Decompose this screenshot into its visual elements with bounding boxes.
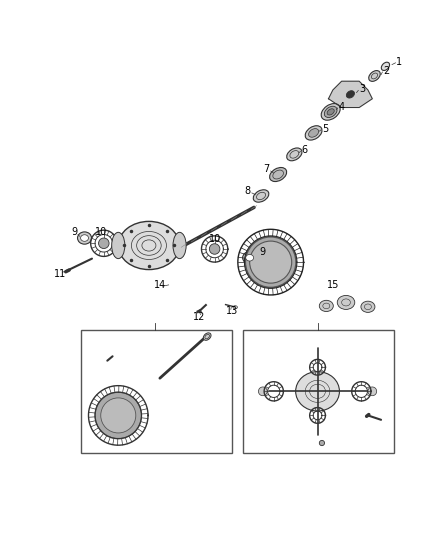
- Text: 15: 15: [327, 280, 339, 290]
- Text: 10: 10: [95, 228, 107, 237]
- Ellipse shape: [81, 235, 88, 241]
- Text: 7: 7: [263, 164, 269, 174]
- Ellipse shape: [309, 128, 318, 137]
- Ellipse shape: [118, 221, 180, 270]
- Ellipse shape: [361, 301, 375, 312]
- Ellipse shape: [327, 109, 334, 115]
- Text: 6: 6: [301, 145, 307, 155]
- Ellipse shape: [337, 295, 355, 310]
- Ellipse shape: [209, 244, 220, 254]
- Text: 4: 4: [339, 102, 345, 111]
- Ellipse shape: [346, 91, 354, 98]
- Polygon shape: [328, 81, 372, 108]
- Ellipse shape: [253, 190, 269, 202]
- Ellipse shape: [246, 254, 254, 261]
- Text: 11: 11: [54, 269, 67, 279]
- Ellipse shape: [319, 300, 333, 311]
- Text: 5: 5: [322, 124, 328, 134]
- Ellipse shape: [319, 440, 325, 446]
- Text: 10: 10: [208, 234, 221, 244]
- Bar: [243, 330, 394, 453]
- Text: 9: 9: [71, 228, 78, 237]
- Ellipse shape: [250, 241, 292, 283]
- Ellipse shape: [296, 372, 339, 411]
- Text: 8: 8: [244, 186, 251, 196]
- Bar: [81, 330, 232, 453]
- Ellipse shape: [258, 387, 267, 395]
- Ellipse shape: [203, 333, 211, 340]
- Ellipse shape: [78, 232, 92, 244]
- Ellipse shape: [245, 237, 296, 287]
- Text: 14: 14: [154, 280, 166, 290]
- Ellipse shape: [368, 387, 377, 395]
- Ellipse shape: [287, 148, 302, 161]
- Ellipse shape: [321, 103, 340, 120]
- Ellipse shape: [270, 167, 286, 182]
- Ellipse shape: [173, 232, 186, 259]
- Ellipse shape: [324, 106, 337, 117]
- Ellipse shape: [95, 392, 141, 439]
- Ellipse shape: [369, 70, 380, 82]
- Text: 2: 2: [383, 66, 389, 76]
- Text: 9: 9: [260, 247, 266, 257]
- Text: 13: 13: [226, 306, 238, 316]
- Text: 1: 1: [396, 56, 403, 67]
- Ellipse shape: [381, 62, 389, 70]
- Text: 12: 12: [193, 312, 205, 322]
- Ellipse shape: [112, 232, 125, 259]
- Ellipse shape: [99, 238, 109, 248]
- Ellipse shape: [243, 252, 257, 264]
- Ellipse shape: [101, 398, 136, 433]
- Text: 3: 3: [359, 84, 365, 94]
- Ellipse shape: [305, 126, 322, 140]
